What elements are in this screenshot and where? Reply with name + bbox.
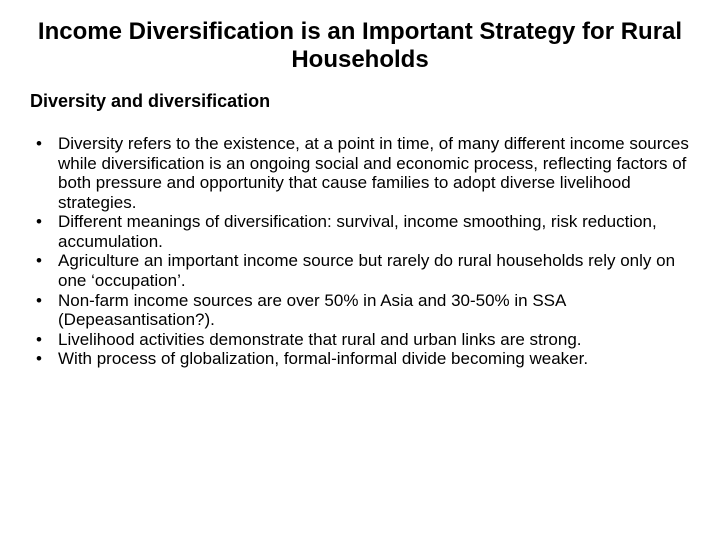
bullet-item: Different meanings of diversification: s… xyxy=(30,212,692,251)
bullet-item: With process of globalization, formal-in… xyxy=(30,349,692,369)
slide-title: Income Diversification is an Important S… xyxy=(28,18,692,73)
bullet-item: Livelihood activities demonstrate that r… xyxy=(30,330,692,350)
bullet-item: Non-farm income sources are over 50% in … xyxy=(30,291,692,330)
bullet-item: Agriculture an important income source b… xyxy=(30,251,692,290)
bullet-list: Diversity refers to the existence, at a … xyxy=(28,134,692,369)
bullet-item: Diversity refers to the existence, at a … xyxy=(30,134,692,212)
slide-subtitle: Diversity and diversification xyxy=(28,91,692,112)
